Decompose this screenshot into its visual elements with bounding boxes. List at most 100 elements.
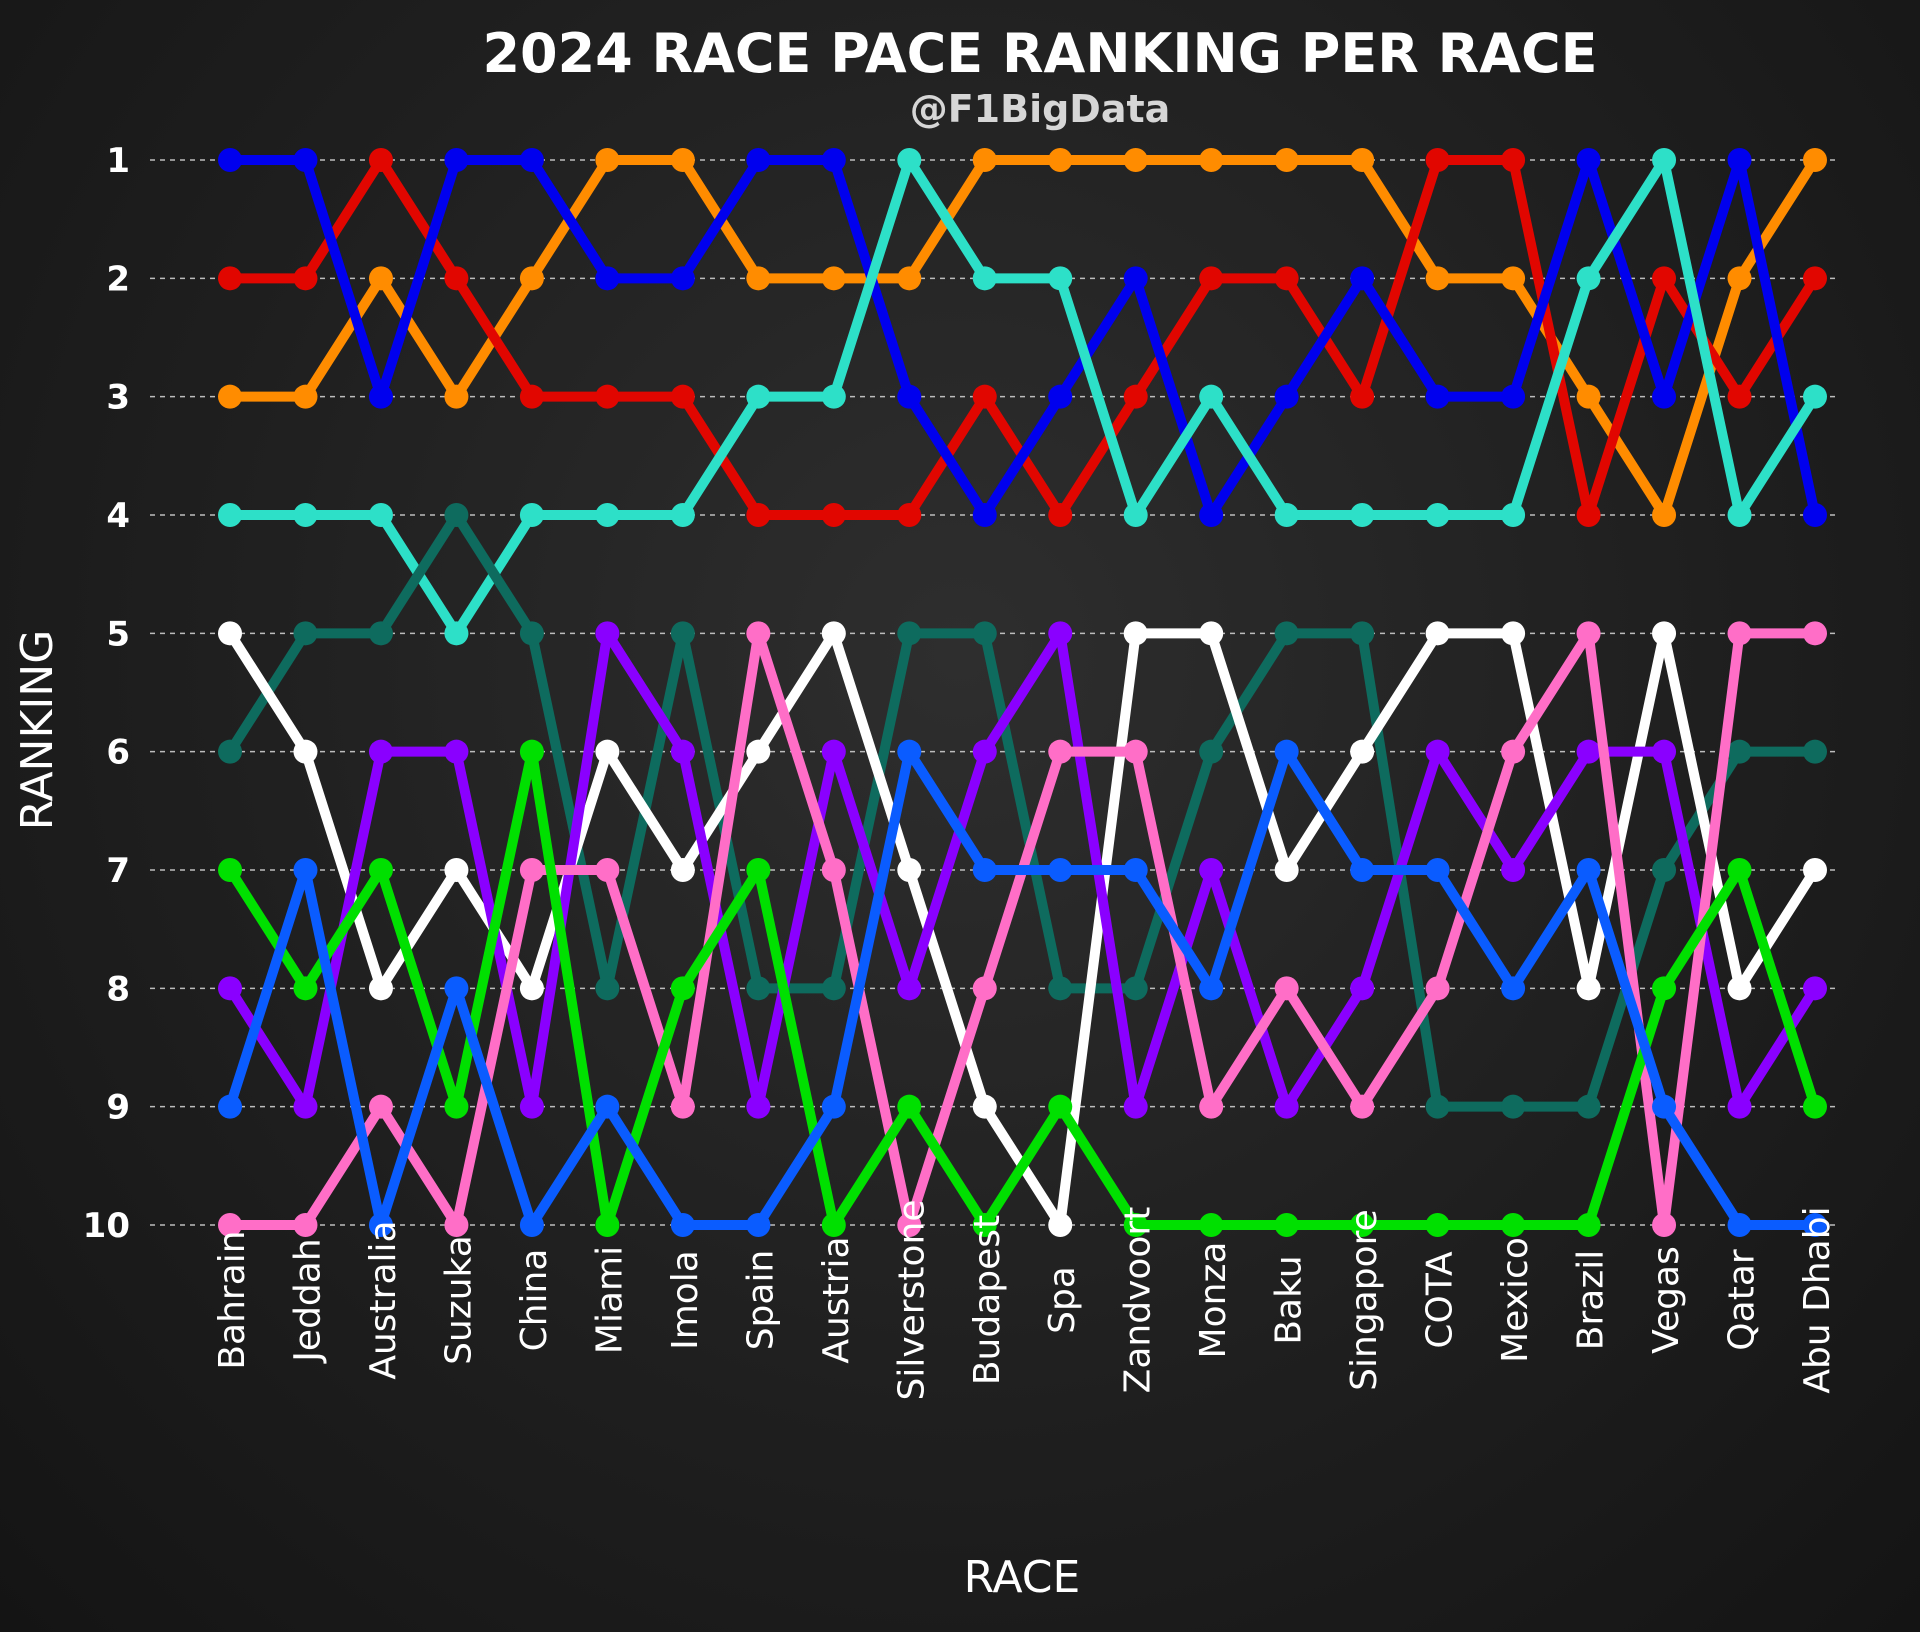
chart-subtitle: @F1BigData bbox=[910, 87, 1171, 131]
x-tick-label: Brazil bbox=[1571, 1250, 1612, 1350]
data-point bbox=[1274, 1094, 1299, 1119]
series-line bbox=[225, 510, 1820, 1112]
data-point bbox=[1803, 858, 1827, 882]
data-point bbox=[519, 266, 544, 291]
data-point bbox=[972, 266, 997, 291]
x-tick-label: Singapore bbox=[1344, 1209, 1385, 1391]
data-point bbox=[595, 1213, 620, 1237]
data-point bbox=[1350, 976, 1375, 1001]
data-point bbox=[1199, 858, 1224, 882]
data-point bbox=[972, 148, 997, 172]
data-point bbox=[670, 1213, 695, 1237]
data-point bbox=[670, 739, 695, 764]
x-tick-label: China bbox=[514, 1249, 555, 1352]
data-point bbox=[368, 621, 393, 646]
data-point bbox=[595, 1094, 620, 1119]
data-point bbox=[1803, 1213, 1827, 1237]
y-tick-labels: 1 2 3 4 5 6 7 8 9 10 bbox=[83, 141, 130, 1246]
data-point bbox=[1803, 503, 1827, 527]
data-point bbox=[444, 976, 469, 1001]
data-point bbox=[293, 1094, 318, 1119]
data-point bbox=[519, 858, 544, 882]
data-point bbox=[821, 1213, 846, 1237]
data-point bbox=[897, 503, 922, 527]
data-point bbox=[1652, 1213, 1677, 1237]
y-tick-label: 8 bbox=[106, 969, 130, 1009]
data-point bbox=[1803, 976, 1827, 1001]
x-tick-label: Monza bbox=[1193, 1242, 1234, 1359]
data-point bbox=[1350, 1094, 1375, 1119]
data-point bbox=[218, 976, 242, 1001]
x-tick-label: Spa bbox=[1042, 1266, 1083, 1334]
data-point bbox=[897, 976, 922, 1001]
data-point bbox=[1501, 1094, 1526, 1119]
x-tick-label: Zandvoort bbox=[1118, 1207, 1159, 1394]
data-point bbox=[1576, 266, 1601, 291]
data-point bbox=[972, 976, 997, 1001]
data-point bbox=[1652, 739, 1677, 764]
data-point bbox=[670, 976, 695, 1001]
data-point bbox=[1576, 148, 1601, 172]
data-point bbox=[1652, 976, 1677, 1001]
data-point bbox=[1727, 1094, 1752, 1119]
x-tick-label: Australia bbox=[363, 1220, 404, 1379]
data-point bbox=[897, 1094, 922, 1119]
data-point bbox=[746, 384, 771, 409]
data-point bbox=[595, 266, 620, 291]
data-point bbox=[595, 384, 620, 409]
data-point bbox=[218, 1213, 242, 1237]
data-point bbox=[897, 384, 922, 409]
data-point bbox=[670, 266, 695, 291]
data-point bbox=[1501, 858, 1526, 882]
data-point bbox=[1274, 1213, 1299, 1237]
data-point bbox=[1199, 503, 1224, 527]
data-point bbox=[595, 503, 620, 527]
data-point bbox=[1123, 384, 1148, 409]
data-point bbox=[1425, 621, 1450, 646]
data-point bbox=[1048, 1094, 1073, 1119]
series-5 bbox=[218, 621, 1827, 1237]
x-tick-label: Jeddah bbox=[287, 1238, 328, 1363]
data-point bbox=[1048, 858, 1073, 882]
data-point bbox=[746, 148, 771, 172]
data-point bbox=[218, 1094, 242, 1119]
data-point bbox=[1803, 621, 1827, 646]
x-tick-label: Baku bbox=[1269, 1255, 1310, 1344]
data-point bbox=[519, 148, 544, 172]
x-tick-label: Budapest bbox=[967, 1215, 1008, 1385]
data-point bbox=[1350, 858, 1375, 882]
data-point bbox=[821, 976, 846, 1001]
data-point bbox=[519, 621, 544, 646]
data-point bbox=[293, 503, 318, 527]
data-point bbox=[670, 858, 695, 882]
data-point bbox=[1501, 739, 1526, 764]
data-point bbox=[821, 503, 846, 527]
data-point bbox=[1803, 266, 1827, 291]
data-point bbox=[746, 503, 771, 527]
data-point bbox=[1274, 148, 1299, 172]
data-point bbox=[670, 148, 695, 172]
data-point bbox=[293, 621, 318, 646]
data-point bbox=[218, 148, 242, 172]
data-point bbox=[1199, 976, 1224, 1001]
data-point bbox=[1274, 976, 1299, 1001]
x-tick-label: Silverstone bbox=[891, 1200, 932, 1401]
data-point bbox=[1501, 1213, 1526, 1237]
data-point bbox=[519, 739, 544, 764]
data-point bbox=[1350, 266, 1375, 291]
data-point bbox=[897, 739, 922, 764]
data-point bbox=[1123, 1213, 1148, 1237]
x-tick-label: Qatar bbox=[1722, 1249, 1763, 1351]
data-point bbox=[1576, 976, 1601, 1001]
data-point bbox=[218, 266, 242, 291]
data-point bbox=[1652, 1094, 1677, 1119]
data-point bbox=[1576, 739, 1601, 764]
data-point bbox=[1652, 621, 1677, 646]
data-point bbox=[218, 503, 242, 527]
data-point bbox=[1727, 1213, 1752, 1237]
data-point bbox=[1199, 621, 1224, 646]
y-tick-label: 4 bbox=[106, 496, 130, 536]
data-point bbox=[1199, 384, 1224, 409]
data-point bbox=[1274, 858, 1299, 882]
x-tick-label: Mexico bbox=[1495, 1237, 1536, 1363]
